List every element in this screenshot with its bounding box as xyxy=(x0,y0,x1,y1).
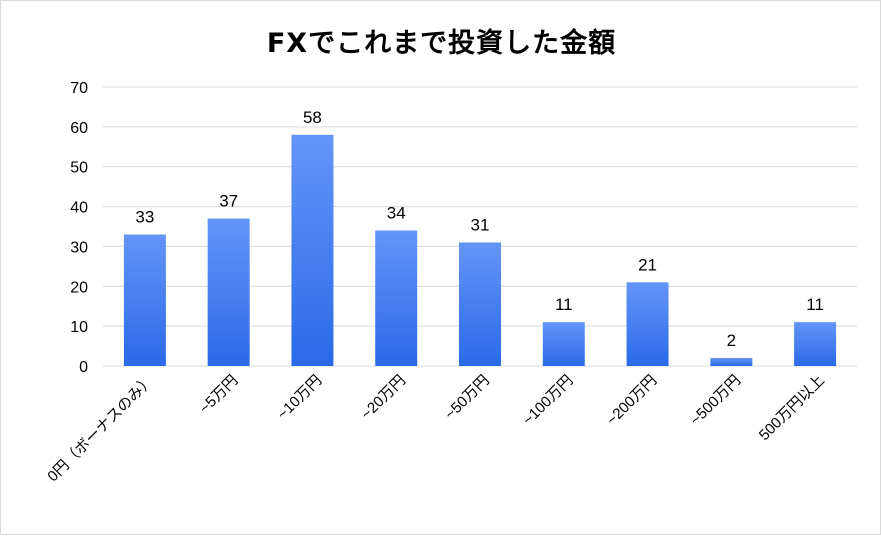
data-label: 21 xyxy=(638,255,657,274)
x-tick-label: ~10万円 xyxy=(274,372,325,423)
data-label: 11 xyxy=(555,295,573,314)
bar xyxy=(710,358,753,366)
chart-title: FXでこれまで投資した金額 xyxy=(266,28,617,59)
x-tick-label: ~5万円 xyxy=(196,372,241,417)
data-label: 34 xyxy=(387,203,406,222)
data-label: 33 xyxy=(135,207,154,226)
bar xyxy=(291,134,334,366)
y-tick-label: 0 xyxy=(79,359,88,376)
y-tick-label: 30 xyxy=(70,239,88,256)
bar xyxy=(626,282,669,366)
x-axis-ticks: 0円（ボーナスのみ） ~5万円 ~10万円 ~20万円 ~50万円 ~100万円 ~200万… xyxy=(44,372,828,485)
x-tick-label: ~200万円 xyxy=(603,372,660,429)
bar xyxy=(794,322,837,366)
x-tick-label: ~100万円 xyxy=(519,372,576,429)
y-tick-label: 60 xyxy=(70,120,88,137)
data-label: 11 xyxy=(806,295,824,314)
data-label: 2 xyxy=(727,331,736,350)
y-tick-label: 20 xyxy=(70,279,88,296)
bar xyxy=(542,322,585,366)
x-tick-label: 500万円以上 xyxy=(756,372,828,444)
y-tick-label: 40 xyxy=(70,200,88,217)
y-tick-label: 70 xyxy=(70,80,88,97)
y-axis-ticks: 0 10 20 30 40 50 60 70 xyxy=(70,80,88,376)
x-tick-label: 0円（ボーナスのみ） xyxy=(44,372,157,485)
bars xyxy=(123,134,837,366)
data-label: 58 xyxy=(303,108,322,127)
y-tick-label: 10 xyxy=(70,319,88,336)
bar xyxy=(123,234,166,366)
data-labels: 33 37 58 34 31 11 21 2 11 xyxy=(135,108,824,350)
x-tick-label: ~50万円 xyxy=(442,372,493,423)
y-tick-label: 50 xyxy=(70,160,88,177)
x-tick-label: ~20万円 xyxy=(358,372,409,423)
x-tick-label: ~500万円 xyxy=(687,372,744,429)
bar xyxy=(207,218,250,366)
data-label: 31 xyxy=(471,215,490,234)
bar xyxy=(375,230,418,366)
bar xyxy=(459,242,501,366)
data-label: 37 xyxy=(219,192,238,211)
